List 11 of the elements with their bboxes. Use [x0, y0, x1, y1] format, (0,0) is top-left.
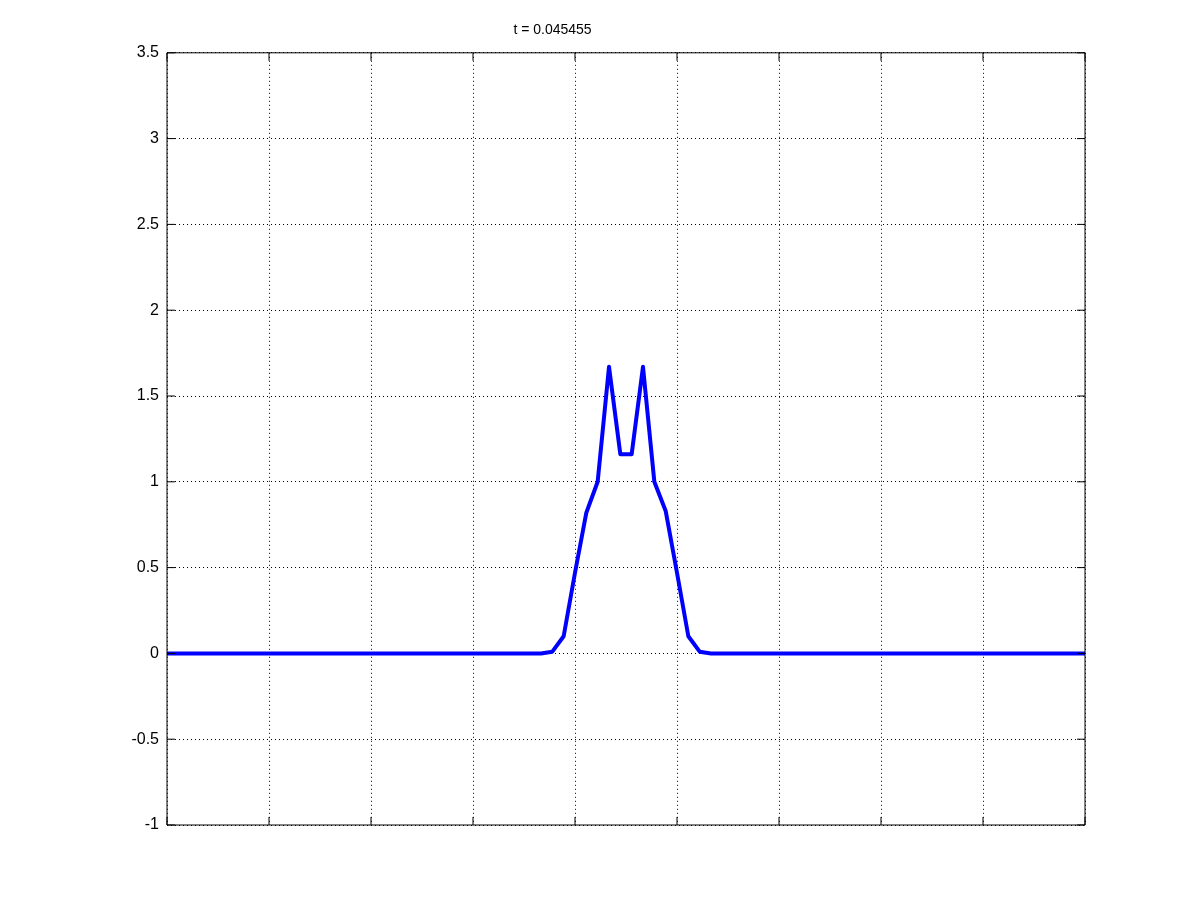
chart-title: t = 0.045455 — [513, 21, 592, 38]
y-tick-label: 0 — [150, 643, 160, 661]
y-tick-label: 2 — [150, 300, 160, 318]
y-tick-label: -1 — [144, 815, 160, 833]
y-tick-label: 3 — [150, 129, 160, 147]
y-tick-label: -0.5 — [131, 729, 160, 747]
y-tick-label: 3.5 — [136, 43, 160, 61]
y-tick-label: 0.5 — [136, 558, 160, 576]
y-tick-label: 2.5 — [136, 214, 160, 232]
y-tick-label: 1.5 — [136, 386, 160, 404]
y-tick-label: 1 — [150, 472, 160, 490]
